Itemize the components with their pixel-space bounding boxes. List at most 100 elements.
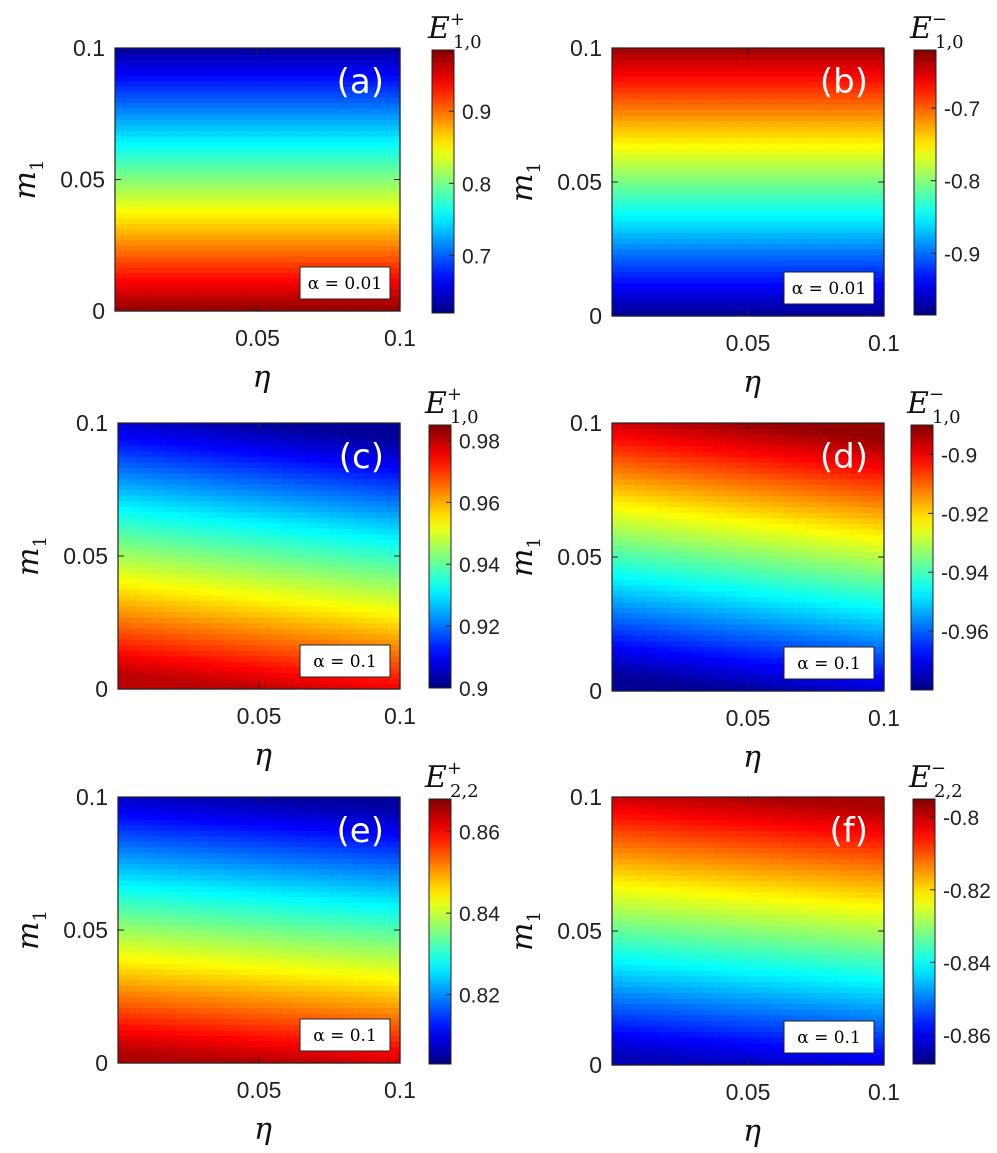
heatmap-cell — [793, 467, 806, 474]
heatmap-cell — [188, 439, 201, 446]
heatmap-cell — [702, 53, 715, 60]
heatmap-cell — [827, 618, 840, 625]
heatmap-cell — [126, 69, 140, 76]
heatmap-cell — [153, 450, 166, 457]
heatmap-cell — [748, 651, 760, 659]
heatmap-cell — [353, 483, 366, 491]
heatmap-cell — [352, 250, 365, 257]
heatmap-cell — [188, 628, 201, 635]
heatmap-cell — [141, 639, 154, 646]
heatmap-cell — [702, 506, 715, 513]
heatmap-cell — [827, 456, 840, 463]
heatmap-cell — [782, 573, 794, 580]
heatmap-cell — [634, 534, 647, 541]
heatmap-cell — [714, 249, 726, 256]
heatmap-cell — [281, 168, 294, 175]
heatmap-cell — [838, 48, 851, 55]
heatmap-cell — [748, 517, 760, 525]
heatmap-cell — [316, 124, 330, 131]
heatmap-cell — [782, 506, 794, 513]
heatmap-cell — [153, 456, 166, 463]
heatmap-cell — [210, 53, 223, 60]
heatmap-cell — [210, 272, 223, 279]
heatmap-cell — [838, 579, 851, 586]
heatmap-cell — [233, 234, 247, 241]
heatmap-cell — [129, 677, 143, 685]
heatmap-cell — [759, 299, 772, 306]
heatmap-cell — [129, 450, 143, 457]
heatmap-cell — [281, 146, 294, 153]
heatmap-cell — [850, 490, 862, 497]
heatmap-cell — [668, 304, 681, 312]
heatmap-cell — [176, 533, 190, 540]
heatmap-cell — [376, 228, 389, 235]
heatmap-cell — [838, 64, 851, 71]
heatmap-cell — [623, 434, 636, 441]
heatmap-cell — [305, 184, 318, 192]
heatmap-cell — [223, 467, 237, 474]
heatmap-cell — [200, 683, 213, 690]
heatmap-cell — [341, 605, 354, 613]
heatmap-cell — [235, 544, 248, 552]
heatmap-cell — [861, 612, 874, 620]
heatmap-cell — [270, 533, 284, 540]
heatmap-cell — [176, 561, 190, 568]
heatmap-cell — [714, 260, 726, 267]
heatmap-cell — [714, 159, 726, 166]
x-axis-label: η — [743, 740, 761, 775]
heatmap-cell — [793, 540, 806, 547]
heatmap-cell — [612, 243, 624, 250]
heatmap-cell — [782, 115, 794, 122]
heatmap-cell — [186, 217, 199, 224]
heatmap-cell — [861, 484, 874, 491]
heatmap-cell — [623, 310, 636, 317]
heatmap-cell — [245, 174, 259, 181]
heatmap-cell — [736, 249, 749, 256]
heatmap-cell — [129, 891, 143, 898]
heatmap-cell — [269, 256, 282, 263]
heatmap-cell — [223, 428, 237, 435]
heatmap-cell — [646, 131, 658, 138]
heatmap-cell — [223, 639, 237, 646]
heatmap-cell — [115, 97, 128, 104]
heatmap-cell — [341, 639, 354, 646]
heatmap-cell — [725, 249, 738, 256]
heatmap-cell — [221, 86, 235, 93]
heatmap-cell — [702, 512, 715, 519]
heatmap-cell — [691, 668, 704, 675]
heatmap-cell — [235, 639, 248, 646]
heatmap-cell — [725, 495, 738, 502]
heatmap-cell — [612, 618, 624, 625]
heatmap-cell — [657, 635, 670, 642]
heatmap-cell — [141, 472, 154, 480]
heatmap-cell — [657, 462, 670, 469]
heatmap-cell — [804, 87, 817, 94]
heatmap-cell — [176, 583, 190, 590]
heatmap-cell — [634, 568, 647, 575]
heatmap-cell — [804, 198, 817, 205]
heatmap-cell — [162, 75, 175, 82]
heatmap-cell — [153, 522, 166, 529]
heatmap-cell — [736, 48, 749, 55]
heatmap-cell — [269, 234, 282, 241]
heatmap-cell — [247, 550, 260, 557]
heatmap-cell — [306, 589, 319, 596]
heatmap-cell — [646, 48, 658, 55]
heatmap-cell — [782, 423, 794, 430]
heatmap-cell — [341, 594, 354, 601]
heatmap-cell — [657, 568, 670, 575]
heatmap-cell — [210, 267, 223, 274]
heatmap-cell — [748, 265, 760, 272]
heatmap-cell — [269, 217, 282, 224]
heatmap-cell — [714, 568, 726, 575]
heatmap-cell — [118, 819, 131, 826]
heatmap-cell — [691, 584, 704, 592]
heatmap-cell — [210, 305, 223, 312]
heatmap-cell — [668, 612, 681, 620]
heatmap-cell — [691, 557, 704, 564]
heatmap-cell — [126, 267, 140, 274]
heatmap-cell — [188, 633, 201, 640]
heatmap-cell — [691, 685, 704, 692]
heatmap-cell — [174, 261, 187, 268]
heatmap-cell — [376, 639, 389, 646]
